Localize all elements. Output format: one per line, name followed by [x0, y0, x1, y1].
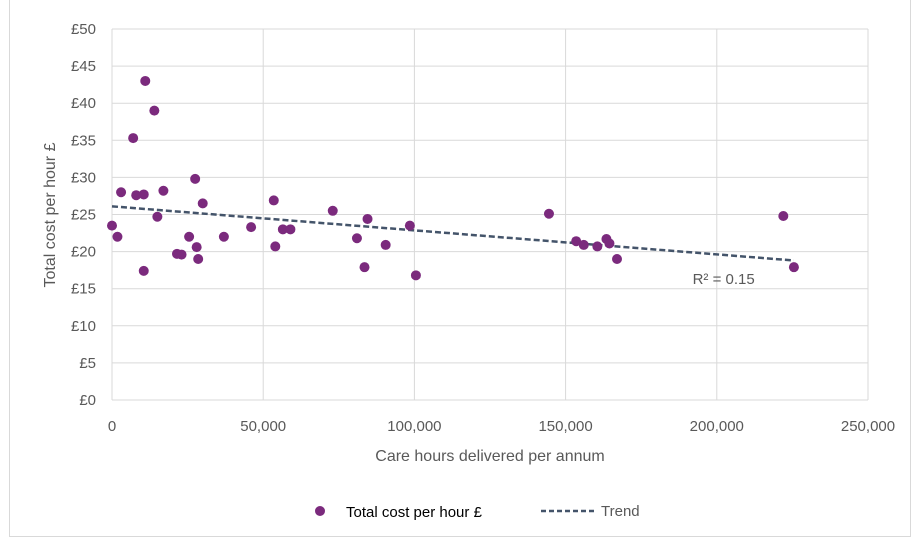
data-point — [788, 262, 799, 273]
data-point — [380, 239, 391, 250]
data-point — [218, 231, 229, 242]
data-point — [571, 236, 582, 247]
data-point — [152, 211, 163, 222]
data-point — [116, 187, 127, 198]
gridlines — [111, 28, 869, 401]
data-points — [107, 75, 799, 281]
x-axis-title: Care hours delivered per annum — [375, 448, 604, 465]
r-squared-annotation: R² = 0.15 — [693, 271, 755, 288]
x-tick-label: 200,000 — [690, 418, 744, 435]
data-point — [592, 241, 603, 252]
data-point — [107, 220, 117, 231]
data-point — [112, 231, 123, 242]
data-point — [359, 262, 370, 273]
data-point — [410, 270, 421, 281]
trend-line — [111, 205, 795, 262]
x-tick-label: 250,000 — [841, 418, 895, 435]
data-point — [543, 208, 554, 219]
data-point — [128, 133, 139, 144]
x-tick-label: 50,000 — [240, 418, 286, 435]
x-tick-label: 100,000 — [387, 418, 441, 435]
chart-frame — [9, 0, 911, 537]
data-point — [327, 205, 338, 216]
data-point — [138, 189, 149, 200]
y-axis-title: Total cost per hour £ — [42, 142, 59, 287]
data-point — [268, 195, 279, 206]
legend-marker-total-cost — [315, 506, 325, 516]
y-tick-label: £0 — [79, 392, 96, 409]
legend: Total cost per hour £ Trend — [315, 503, 640, 521]
data-point — [138, 265, 149, 276]
y-tick-label: £15 — [71, 281, 96, 298]
y-tick-label: £30 — [71, 169, 96, 186]
trend-layer — [111, 205, 795, 262]
data-point — [197, 198, 208, 209]
data-point — [184, 231, 195, 242]
data-point — [778, 210, 789, 221]
x-tick-labels: 0 50,000 100,000 150,000 200,000 250,000 — [108, 418, 895, 435]
data-point — [578, 239, 589, 250]
data-point — [131, 190, 142, 201]
data-point — [140, 75, 151, 86]
data-point — [285, 224, 296, 235]
y-tick-label: £45 — [71, 58, 96, 75]
data-point — [351, 233, 362, 244]
y-tick-labels: £0 £5 £10 £15 £20 £25 £30 £35 £40 £45 £50 — [71, 21, 96, 409]
data-point — [604, 238, 615, 249]
y-tick-label: £50 — [71, 21, 96, 38]
data-point — [277, 224, 288, 235]
data-point — [158, 185, 169, 196]
data-point — [191, 242, 202, 253]
data-point — [246, 222, 257, 233]
data-point — [176, 249, 187, 260]
legend-label-total-cost: Total cost per hour £ — [346, 504, 483, 521]
y-tick-label: £25 — [71, 207, 96, 224]
data-point — [404, 220, 415, 231]
y-tick-label: £5 — [79, 355, 96, 372]
x-tick-label: 150,000 — [538, 418, 592, 435]
data-point — [190, 173, 201, 184]
data-point — [149, 105, 160, 116]
y-tick-label: £20 — [71, 244, 96, 261]
x-tick-label: 0 — [108, 418, 116, 435]
legend-label-trend: Trend — [601, 503, 640, 520]
data-point — [270, 241, 281, 252]
y-tick-label: £10 — [71, 318, 96, 335]
data-point — [362, 213, 373, 224]
y-tick-label: £35 — [71, 132, 96, 149]
y-tick-label: £40 — [71, 95, 96, 112]
data-point — [612, 254, 623, 265]
data-point — [193, 254, 204, 265]
